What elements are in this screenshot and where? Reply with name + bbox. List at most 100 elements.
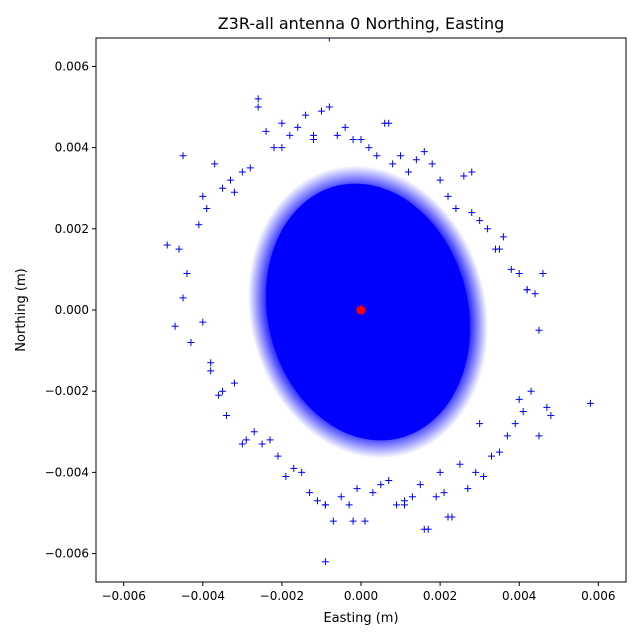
scatter-point [286, 131, 294, 139]
scatter-point [325, 103, 333, 111]
scatter-point [412, 156, 420, 164]
scatter-point [428, 160, 436, 168]
scatter-point [171, 322, 179, 330]
scatter-point [207, 359, 215, 367]
x-axis-label: Easting (m) [323, 611, 398, 626]
scatter-point [499, 233, 507, 241]
scatter-point [207, 367, 215, 375]
scatter-point [480, 472, 488, 480]
scatter-point [325, 38, 333, 42]
scatter-point [436, 176, 444, 184]
scatter-point [199, 318, 207, 326]
scatter-point [408, 493, 416, 501]
scatter-point [313, 497, 321, 505]
y-axis: −0.006 −0.004 −0.002 0.000 0.002 0.004 0.006 [45, 59, 96, 561]
scatter-point [187, 338, 195, 346]
scatter-point [321, 558, 329, 566]
scatter-points [163, 38, 594, 566]
scatter-point [262, 127, 270, 135]
scatter-point [294, 123, 302, 131]
scatter-point [238, 440, 246, 448]
scatter-point [420, 525, 428, 533]
center-points [356, 305, 366, 315]
scatter-point [440, 489, 448, 497]
scatter-point [203, 205, 211, 213]
scatter-point [199, 192, 207, 200]
scatter-point [270, 144, 278, 152]
x-tick-label: 0.004 [502, 589, 536, 603]
scatter-point [361, 517, 369, 525]
x-tick-label: 0.000 [344, 589, 378, 603]
scatter-point [484, 225, 492, 233]
scatter-point [507, 265, 515, 273]
scatter-point [345, 501, 353, 509]
scatter-point [495, 448, 503, 456]
scatter-point [373, 152, 381, 160]
scatter-point [250, 428, 258, 436]
scatter-point [302, 111, 310, 119]
scatter-point [527, 387, 535, 395]
scatter-point [531, 290, 539, 298]
scatter-point [274, 452, 282, 460]
y-tick-label: 0.006 [55, 59, 89, 73]
scatter-point [321, 501, 329, 509]
scatter-point [377, 481, 385, 489]
scatter-point [543, 403, 551, 411]
scatter-point [246, 164, 254, 172]
x-tick-label: −0.006 [101, 589, 145, 603]
scatter-point [476, 420, 484, 428]
scatter-point [389, 160, 397, 168]
scatter-point [306, 489, 314, 497]
scatter-point [393, 501, 401, 509]
scatter-point [468, 209, 476, 217]
scatter-point [179, 152, 187, 160]
scatter-point [282, 472, 290, 480]
dense-cloud-inner [266, 183, 470, 441]
scatter-point [341, 123, 349, 131]
y-tick-label: −0.002 [45, 384, 89, 398]
scatter-point [416, 481, 424, 489]
scatter-point [420, 148, 428, 156]
scatter-point [503, 432, 511, 440]
scatter-point [254, 95, 262, 103]
scatter-point [278, 144, 286, 152]
scatter-point [357, 135, 365, 143]
scatter-point [472, 468, 480, 476]
center-point [356, 305, 366, 315]
scatter-point [385, 477, 393, 485]
scatter-point [329, 517, 337, 525]
chart-title: Z3R-all antenna 0 Northing, Easting [218, 14, 505, 33]
scatter-point [317, 107, 325, 115]
scatter-point [547, 412, 555, 420]
scatter-point [456, 460, 464, 468]
scatter-point [278, 119, 286, 127]
scatter-point [385, 119, 393, 127]
scatter-point [452, 205, 460, 213]
scatter-point [223, 412, 231, 420]
dense-point-cloud [248, 165, 488, 459]
scatter-point [183, 269, 191, 277]
x-tick-label: −0.002 [260, 589, 304, 603]
scatter-point [464, 485, 472, 493]
scatter-point [254, 103, 262, 111]
scatter-point [230, 379, 238, 387]
scatter-point [238, 168, 246, 176]
x-tick-label: 0.002 [423, 589, 457, 603]
x-tick-label: 0.006 [581, 589, 615, 603]
scatter-point [460, 172, 468, 180]
scatter-point [195, 221, 203, 229]
scatter-point [242, 436, 250, 444]
scatter-point [211, 160, 219, 168]
scatter-point [258, 440, 266, 448]
scatter-point [444, 192, 452, 200]
scatter-point [179, 294, 187, 302]
y-tick-label: 0.002 [55, 222, 89, 236]
scatter-point [535, 326, 543, 334]
scatter-point [163, 241, 171, 249]
scatter-point [266, 436, 274, 444]
scatter-point [436, 468, 444, 476]
y-tick-label: 0.000 [55, 303, 89, 317]
y-tick-label: 0.004 [55, 141, 89, 155]
scatter-point [230, 188, 238, 196]
